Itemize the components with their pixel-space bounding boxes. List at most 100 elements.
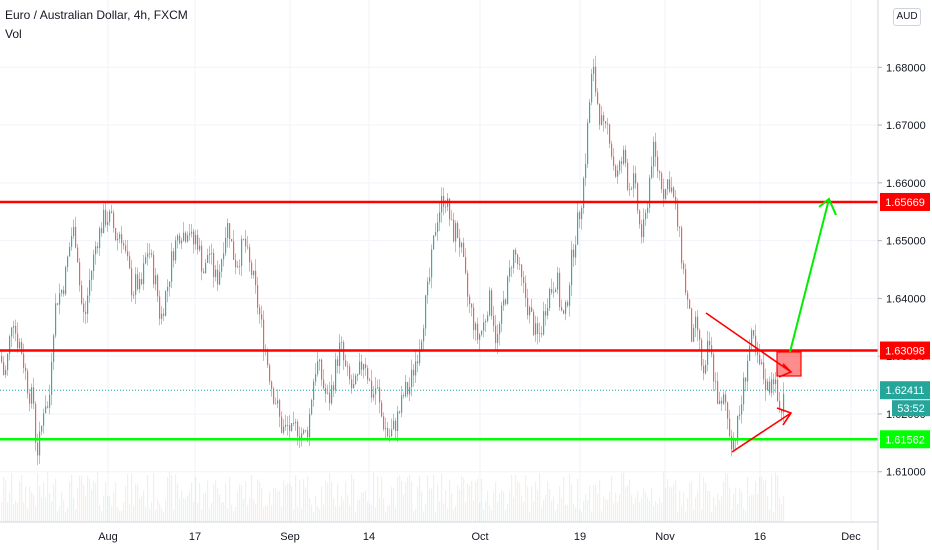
candle-body (545, 311, 547, 316)
volume-bar (137, 483, 139, 522)
annotation-drawings (705, 197, 837, 453)
candle-body (175, 240, 177, 261)
volume-bar (531, 486, 533, 522)
candle-body (591, 73, 593, 103)
y-tick-label: 1.64000 (886, 293, 926, 305)
volume-bar (457, 484, 459, 522)
volume-bar (215, 480, 217, 522)
volume-bar (647, 497, 649, 522)
volume-bar (577, 478, 579, 522)
volume-bar (223, 502, 225, 522)
level-label-pivot: 1.63098 (885, 346, 925, 358)
candle-body (29, 393, 31, 404)
candle-body (525, 282, 527, 298)
volume-bar (487, 491, 489, 522)
volume-bar (227, 508, 229, 522)
candle-body (263, 319, 265, 350)
volume-bar (5, 480, 7, 522)
volume-bar (397, 476, 399, 522)
volume-bar (473, 501, 475, 522)
candle-body (493, 315, 495, 326)
candle-body (281, 416, 283, 433)
volume-bar (33, 494, 35, 522)
volume-bar (315, 495, 317, 522)
volume-bar (423, 511, 425, 522)
volume-bar (599, 480, 601, 522)
candle-body (99, 228, 101, 249)
volume-bar (693, 509, 695, 522)
candle-body (223, 253, 225, 260)
volume-bar (135, 483, 137, 522)
candle-body (157, 275, 159, 297)
candle-body (1, 356, 3, 363)
volume-bar (17, 502, 19, 522)
candle-body (267, 351, 269, 366)
volume-bar (701, 509, 703, 522)
x-tick-label: Nov (655, 531, 675, 543)
volume-bar (329, 473, 331, 522)
volume-bar (691, 480, 693, 522)
volume-bar (71, 474, 73, 522)
candle-body (413, 369, 415, 376)
candle-body (693, 327, 695, 342)
volume-bar (657, 504, 659, 522)
triangle-lower-arrowhead (776, 407, 793, 426)
volume-bar (633, 503, 635, 522)
candle-body (405, 382, 407, 397)
volume-bar (267, 505, 269, 522)
candle-body (27, 371, 29, 394)
volume-bar (475, 481, 477, 522)
x-tick-label: Aug (98, 531, 118, 543)
candle-body (703, 365, 705, 374)
candle-body (677, 203, 679, 227)
volume-bar (497, 502, 499, 522)
volume-bar (177, 483, 179, 522)
candle-body (47, 406, 49, 408)
volume-bar (411, 481, 413, 522)
candle-body (695, 316, 697, 328)
candle-body (187, 235, 189, 242)
level-lines (0, 200, 878, 441)
volume-bar (289, 483, 291, 522)
candle-body (89, 280, 91, 296)
candle-body (735, 440, 737, 442)
candle-body (743, 377, 745, 405)
volume-bar (503, 491, 505, 522)
candle-body (549, 289, 551, 308)
volume-bar (75, 509, 77, 522)
triangle-upper-arrowhead (778, 363, 793, 378)
candle-body (627, 162, 629, 190)
volume-bar (301, 508, 303, 522)
candle-body (107, 222, 109, 225)
candle-body (95, 246, 97, 255)
volume-bar (279, 490, 281, 522)
candle-body (199, 245, 201, 250)
candle-body (617, 170, 619, 177)
volume-bar (489, 505, 491, 522)
currency-button[interactable]: AUD (893, 8, 921, 26)
candles (1, 55, 785, 466)
volume-bar (9, 492, 11, 522)
candle-body (659, 171, 661, 174)
candle-body (629, 189, 631, 190)
volume-bar (635, 497, 637, 522)
symbol-title: Euro / Australian Dollar, 4h, FXCM (5, 8, 188, 22)
candle-body (457, 223, 459, 239)
volume-bar (537, 490, 539, 522)
candle-body (779, 400, 781, 410)
candle-body (727, 402, 729, 419)
volume-bar (621, 472, 623, 522)
volume-bar (451, 493, 453, 522)
volume-bar (727, 474, 729, 522)
volume-bar (759, 477, 761, 522)
volume-bar (675, 480, 677, 522)
volume-bar (1, 502, 3, 522)
candle-body (479, 334, 481, 340)
volume-bar (97, 472, 99, 522)
volume-bar (69, 481, 71, 522)
candle-body (185, 232, 187, 242)
volume-bar (111, 505, 113, 522)
candle-body (147, 253, 149, 257)
candle-body (589, 102, 591, 123)
